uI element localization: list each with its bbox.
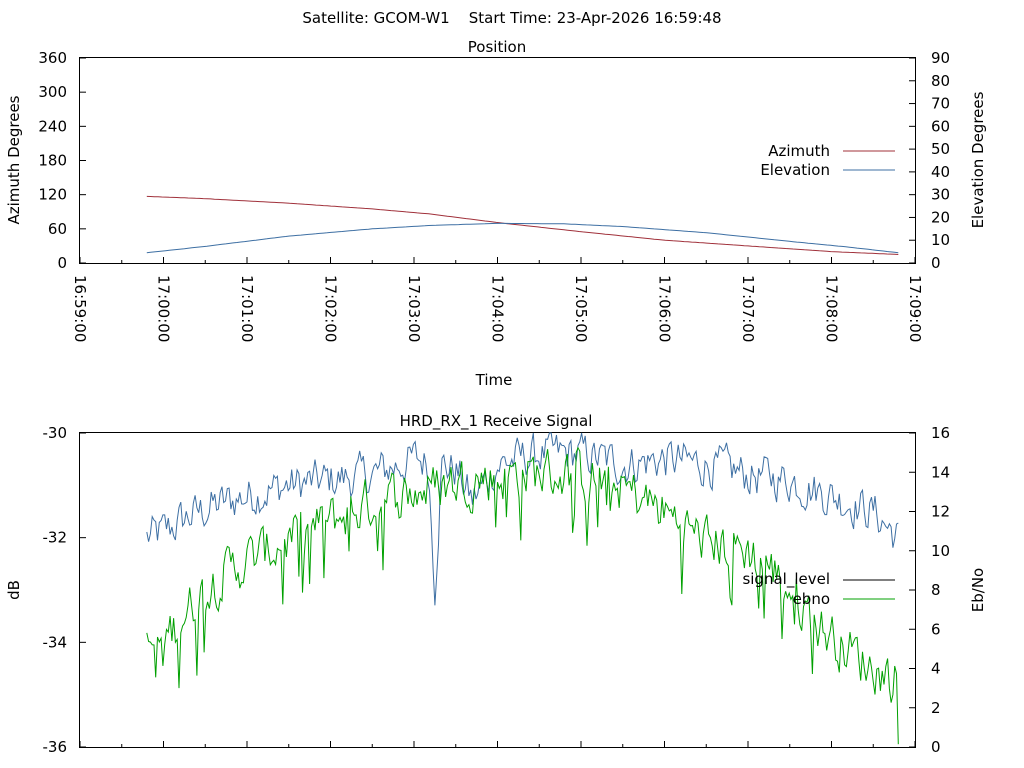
position-x-tick-label: 16:59:00 [71, 275, 89, 342]
position-x-axis-label: Time [475, 371, 513, 389]
position-y2-tick-label: 50 [931, 140, 950, 158]
position-x-tick-label: 17:08:00 [823, 275, 841, 342]
position-y2-tick-label: 60 [931, 117, 950, 135]
position-y2-tick-label: 10 [931, 231, 950, 249]
signal-y2-tick-label: 8 [931, 581, 941, 599]
legend-label-ebno: ebno [793, 590, 830, 608]
position-x-tick-label: 17:01:00 [238, 275, 256, 342]
position-x-tick-label: 17:06:00 [656, 275, 674, 342]
signal-level-line [146, 432, 899, 606]
position-y-tick-label: 180 [38, 152, 67, 170]
signal-y2-axis-label: Eb/No [969, 568, 987, 612]
signal-y-tick-label: -36 [43, 738, 68, 756]
position-y-tick-label: 0 [57, 254, 67, 272]
signal-legend: signal_level ebno [742, 570, 895, 608]
position-x-tick-label: 17:00:00 [155, 275, 173, 342]
position-y-axis-label: Azimuth Degrees [5, 95, 23, 224]
position-y2-axis-label: Elevation Degrees [969, 91, 987, 228]
signal-y-tick-label: -32 [43, 529, 68, 547]
position-y2-tick-label: 20 [931, 208, 950, 226]
receive-signal-chart: HRD_RX_1 Receive Signal -36 -34 -32 -30 0 2 4 6… [5, 412, 987, 756]
position-y-tick-label: 240 [38, 117, 67, 135]
position-x-tick-label: 17:03:00 [405, 275, 423, 342]
legend-label-azimuth: Azimuth [768, 142, 830, 160]
position-x-tick-label: 17:09:00 [906, 275, 924, 342]
signal-y-tick-label: -34 [43, 633, 68, 651]
signal-y2-tick-label: 6 [931, 620, 941, 638]
position-legend: Azimuth Elevation [760, 142, 895, 179]
signal-y2-tick-label: 14 [931, 463, 950, 481]
position-x-tick-label: 17:02:00 [322, 275, 340, 342]
position-y-tick-label: 120 [38, 186, 67, 204]
signal-y2-tick-label: 16 [931, 424, 950, 442]
ebno-line [146, 446, 899, 745]
signal-y-axis-label: dB [5, 580, 23, 600]
position-chart: Position 0 60 120 180 240 300 360 0 10 20 30 40 50 60… [5, 38, 987, 389]
position-y-tick-label: 60 [48, 220, 67, 238]
legend-label-signal-level: signal_level [742, 570, 830, 589]
position-x-tick-label: 17:07:00 [739, 275, 757, 342]
signal-y-tick-label: -30 [43, 424, 68, 442]
signal-y2-tick-label: 12 [931, 503, 950, 521]
position-y2-tick-label: 80 [931, 72, 950, 90]
position-y2-tick-label: 70 [931, 95, 950, 113]
position-plot-frame [79, 57, 916, 264]
position-x-tick-label: 17:04:00 [489, 275, 507, 342]
position-y2-tick-label: 40 [931, 163, 950, 181]
signal-plot-frame [79, 432, 916, 748]
signal-y2-tick-label: 4 [931, 660, 941, 678]
elevation-line [146, 222, 899, 254]
position-y-tick-label: 360 [38, 49, 67, 67]
signal-y2-tick-label: 0 [931, 738, 941, 756]
position-y2-tick-label: 30 [931, 186, 950, 204]
position-y2-tick-label: 90 [931, 49, 950, 67]
signal-y2-tick-label: 2 [931, 699, 941, 717]
figure-title: Satellite: GCOM-W1 Start Time: 23-Apr-20… [302, 9, 721, 27]
signal-chart-title: HRD_RX_1 Receive Signal [400, 412, 593, 431]
azimuth-line [146, 195, 899, 255]
legend-label-elevation: Elevation [760, 161, 830, 179]
position-y-tick-label: 300 [38, 83, 67, 101]
position-y2-tick-label: 0 [931, 254, 941, 272]
signal-y2-tick-label: 10 [931, 542, 950, 560]
position-chart-title: Position [468, 38, 526, 56]
position-x-tick-label: 17:05:00 [572, 275, 590, 342]
